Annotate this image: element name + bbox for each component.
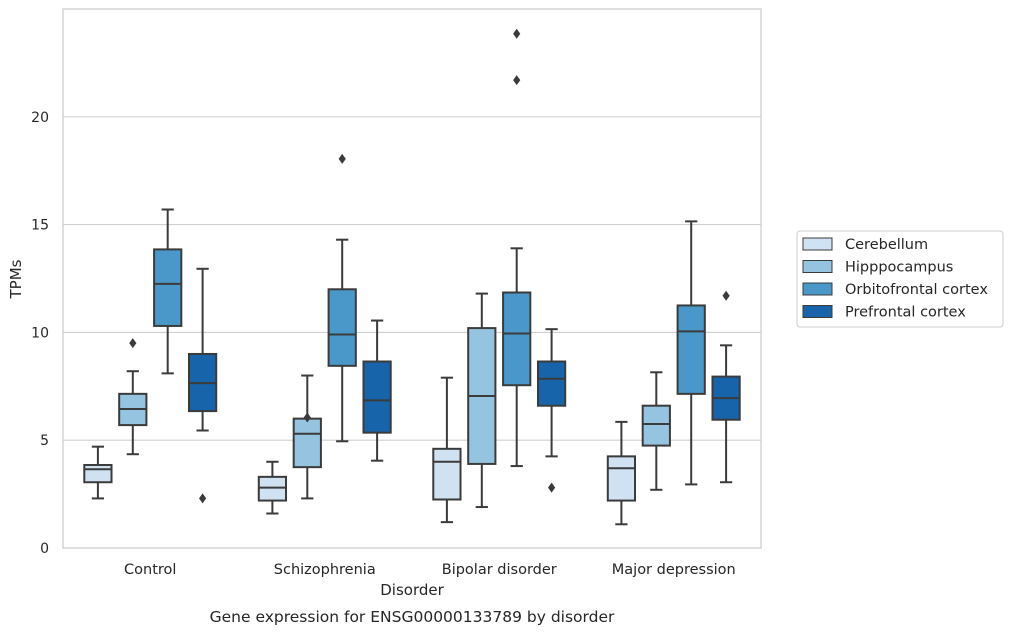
box (292, 417, 322, 469)
x-tick-label: Bipolar disorder (442, 562, 557, 578)
legend-swatch (802, 260, 833, 273)
box (83, 463, 113, 484)
chart-title: Gene expression for ENSG00000133789 by d… (210, 608, 615, 626)
plot-area (83, 28, 741, 526)
box (606, 455, 637, 502)
outlier-point (513, 28, 521, 39)
x-tick-label: Control (124, 562, 176, 578)
box (153, 248, 183, 327)
box (676, 304, 706, 395)
legend-swatch (802, 282, 833, 296)
legend-label: Orbitofrontal cortex (845, 282, 988, 298)
y-tick-label: 10 (31, 325, 49, 341)
legend-label: Prefrontal cortex (845, 305, 966, 321)
x-axis: Control Schizophrenia Bipolar disorder Majo… (124, 562, 736, 578)
y-axis-label: TPMs (7, 259, 25, 299)
y-tick-label: 20 (31, 110, 49, 126)
x-tick-label: Schizophrenia (274, 562, 376, 578)
y-tick-label: 15 (31, 218, 49, 234)
box (257, 475, 288, 502)
box (432, 447, 462, 501)
legend-swatch (802, 237, 833, 251)
y-axis: 0 5 10 15 20 (31, 110, 49, 557)
outlier-point (548, 482, 556, 493)
outlier-point (722, 290, 730, 301)
outlier-point (129, 338, 137, 349)
legend-swatch (802, 305, 833, 318)
legend-frame (796, 230, 1004, 328)
box (362, 360, 392, 434)
outlier-point (513, 75, 521, 86)
box (502, 291, 532, 387)
legend-label: Hipppocampus (845, 260, 953, 276)
y-tick-label: 0 (40, 541, 49, 557)
box (641, 404, 671, 447)
legend-label: Cerebellum (845, 237, 928, 253)
outlier-point (199, 493, 207, 504)
x-axis-label: Disorder (380, 581, 444, 599)
box (327, 288, 357, 367)
outlier-point (338, 153, 346, 164)
plot-frame (62, 8, 762, 549)
legend: Cerebellum Hipppocampus Orbitofrontal cort… (796, 230, 1004, 328)
y-tick-label: 5 (40, 433, 49, 449)
x-tick-label: Major depression (612, 562, 736, 578)
outlier-point (303, 412, 311, 423)
box (536, 360, 567, 407)
